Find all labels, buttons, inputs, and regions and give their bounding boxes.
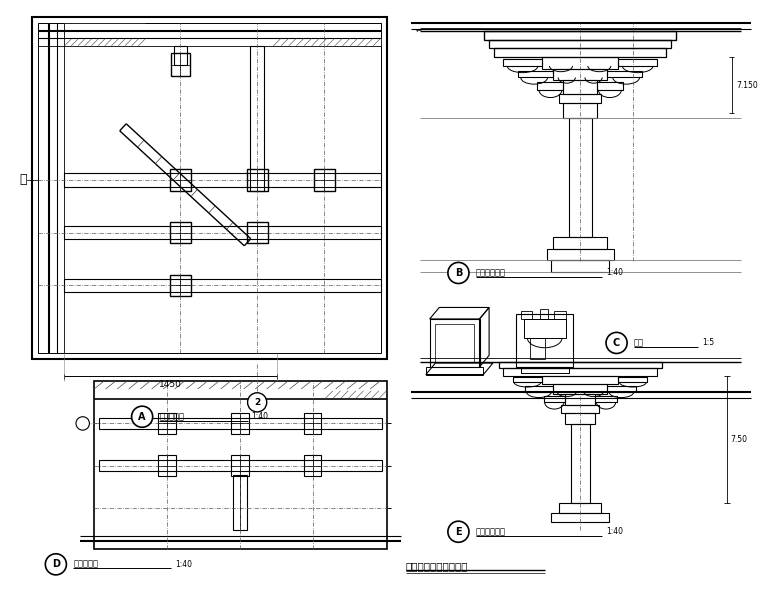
Bar: [158, 413, 176, 434]
Bar: [246, 169, 268, 191]
Text: 杆体下装台馆面布置图: 杆体下装台馆面布置图: [406, 561, 468, 571]
Bar: [553, 238, 607, 249]
Text: C: C: [613, 338, 620, 348]
Bar: [503, 368, 657, 375]
Text: Ⓑ: Ⓑ: [20, 173, 27, 186]
Bar: [65, 278, 381, 292]
Bar: [99, 418, 382, 429]
Circle shape: [448, 263, 469, 284]
Text: 杆详: 杆详: [634, 339, 644, 348]
Bar: [537, 82, 563, 90]
Bar: [304, 413, 321, 434]
Bar: [553, 384, 607, 394]
Bar: [435, 324, 473, 362]
Circle shape: [46, 554, 66, 575]
Bar: [530, 338, 545, 359]
Text: 1450: 1450: [0, 221, 2, 244]
Bar: [314, 169, 335, 191]
Text: 柱体平面图: 柱体平面图: [160, 412, 185, 421]
Circle shape: [248, 393, 267, 412]
Text: ←: ←: [415, 28, 421, 34]
Bar: [521, 367, 568, 373]
Bar: [170, 169, 191, 191]
Bar: [65, 226, 381, 240]
Bar: [513, 378, 542, 382]
Bar: [518, 71, 553, 77]
Bar: [553, 69, 607, 80]
Text: 1:5: 1:5: [702, 339, 714, 348]
Bar: [524, 386, 553, 392]
Bar: [499, 362, 662, 368]
Bar: [251, 46, 264, 191]
Text: D: D: [52, 559, 60, 569]
Bar: [607, 386, 636, 392]
Bar: [426, 367, 483, 375]
Bar: [231, 413, 249, 434]
Bar: [170, 275, 191, 296]
Text: 底面布置图: 底面布置图: [73, 560, 98, 569]
Circle shape: [448, 521, 469, 542]
Text: 柱头立面详图: 柱头立面详图: [476, 527, 505, 536]
Bar: [158, 455, 176, 476]
Bar: [561, 405, 600, 413]
Text: A: A: [138, 412, 146, 422]
Bar: [246, 222, 268, 243]
Bar: [94, 381, 387, 549]
Bar: [568, 117, 591, 238]
Text: E: E: [455, 527, 462, 537]
Bar: [542, 57, 619, 69]
Bar: [99, 460, 382, 471]
Bar: [32, 17, 387, 359]
Bar: [494, 48, 667, 57]
Bar: [596, 396, 616, 402]
Text: 1:40: 1:40: [175, 560, 192, 569]
Bar: [542, 375, 619, 384]
Bar: [619, 378, 648, 382]
Text: B: B: [454, 268, 462, 278]
Bar: [554, 312, 565, 319]
Bar: [563, 103, 597, 117]
Bar: [565, 394, 596, 405]
Circle shape: [76, 417, 90, 430]
Circle shape: [606, 332, 627, 353]
Bar: [563, 80, 597, 94]
Text: 1:40: 1:40: [606, 527, 623, 536]
Bar: [597, 82, 623, 90]
Bar: [619, 59, 657, 66]
Bar: [524, 319, 565, 338]
Bar: [540, 309, 547, 319]
Bar: [521, 312, 532, 319]
Text: 1:40: 1:40: [606, 268, 623, 277]
Bar: [607, 71, 642, 77]
Bar: [552, 513, 609, 522]
Text: 2: 2: [254, 398, 260, 407]
Bar: [231, 455, 249, 476]
Bar: [571, 424, 590, 503]
Text: 7.50: 7.50: [730, 435, 748, 444]
Bar: [503, 59, 542, 66]
Bar: [559, 503, 601, 513]
Bar: [174, 46, 187, 65]
Text: 柱头立面详图: 柱头立面详图: [476, 268, 505, 277]
Text: 1:40: 1:40: [252, 412, 268, 421]
Bar: [552, 261, 609, 272]
Bar: [171, 54, 190, 77]
Bar: [65, 173, 381, 186]
Bar: [516, 314, 574, 367]
Text: 1450: 1450: [160, 379, 182, 389]
Bar: [546, 249, 613, 261]
Circle shape: [131, 406, 153, 427]
Bar: [233, 475, 246, 530]
Bar: [38, 23, 381, 353]
Bar: [559, 94, 601, 103]
Text: 7.150: 7.150: [736, 81, 758, 90]
Bar: [304, 455, 321, 476]
Bar: [484, 31, 676, 40]
Bar: [429, 319, 480, 367]
Bar: [565, 413, 596, 424]
Bar: [489, 40, 671, 48]
Bar: [543, 396, 565, 402]
Bar: [170, 222, 191, 243]
